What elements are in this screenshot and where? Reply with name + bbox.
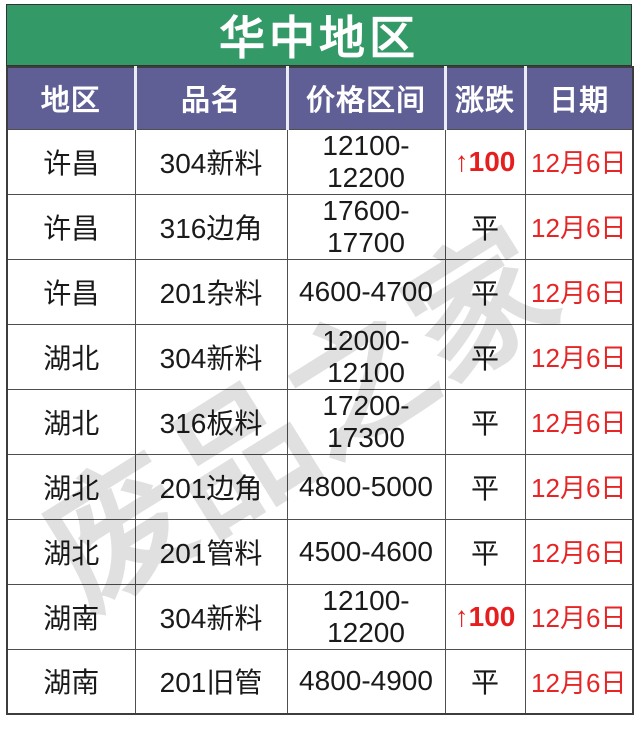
- region-cell: 许昌: [6, 258, 136, 325]
- price-cell: 4600-4700: [286, 258, 446, 325]
- table-row: 湖北 201边角 4800-5000 平 12月6日: [6, 453, 634, 520]
- product-cell: 201旧管: [134, 648, 288, 715]
- change-cell: 平: [444, 323, 526, 390]
- header-date: 日期: [523, 67, 633, 129]
- region-cell: 许昌: [6, 128, 136, 195]
- product-cell: 201杂料: [134, 258, 288, 325]
- product-cell: 304新料: [134, 323, 288, 390]
- page-title: 华中地区: [219, 12, 419, 64]
- price-cell: 17600-17700: [286, 193, 446, 260]
- change-cell: 平: [444, 453, 526, 520]
- region-cell: 湖北: [6, 323, 136, 390]
- price-table: 地区 品名 价格区间 涨跌 日期 许昌 304新料 12100-12200 ↑1…: [6, 66, 634, 715]
- change-cell: ↑100: [444, 583, 526, 650]
- price-cell: 12100-12200: [286, 583, 446, 650]
- header-price-range: 价格区间: [285, 67, 445, 129]
- table-row: 湖北 201管料 4500-4600 平 12月6日: [6, 518, 634, 585]
- price-cell: 4500-4600: [286, 518, 446, 585]
- product-cell: 201管料: [134, 518, 288, 585]
- table-row: 湖北 304新料 12000-12100 平 12月6日: [6, 323, 634, 390]
- date-cell: 12月6日: [524, 453, 634, 520]
- date-cell: 12月6日: [524, 388, 634, 455]
- price-cell: 4800-5000: [286, 453, 446, 520]
- product-cell: 316边角: [134, 193, 288, 260]
- product-cell: 316板料: [134, 388, 288, 455]
- region-cell: 湖南: [6, 583, 136, 650]
- header-product: 品名: [133, 67, 287, 129]
- price-cell: 12000-12100: [286, 323, 446, 390]
- region-cell: 湖北: [6, 518, 136, 585]
- date-cell: 12月6日: [524, 648, 634, 715]
- table-row: 湖北 316板料 17200-17300 平 12月6日: [6, 388, 634, 455]
- region-cell: 湖北: [6, 453, 136, 520]
- table-row: 许昌 316边角 17600-17700 平 12月6日: [6, 193, 634, 260]
- product-cell: 201边角: [134, 453, 288, 520]
- region-cell: 许昌: [6, 193, 136, 260]
- product-cell: 304新料: [134, 583, 288, 650]
- header-row: 地区 品名 价格区间 涨跌 日期: [7, 67, 633, 129]
- price-cell: 12100-12200: [286, 128, 446, 195]
- date-cell: 12月6日: [524, 583, 634, 650]
- table-row: 湖南 304新料 12100-12200 ↑100 12月6日: [6, 583, 634, 650]
- date-cell: 12月6日: [524, 258, 634, 325]
- product-cell: 304新料: [134, 128, 288, 195]
- date-cell: 12月6日: [524, 128, 634, 195]
- change-cell: 平: [444, 518, 526, 585]
- date-cell: 12月6日: [524, 323, 634, 390]
- page-container: 华中地区 地区 品名 价格区间 涨跌 日期 许昌 304新料 12100-122…: [6, 4, 634, 715]
- price-cell: 17200-17300: [286, 388, 446, 455]
- change-cell: 平: [444, 388, 526, 455]
- change-cell: 平: [444, 648, 526, 715]
- price-cell: 4800-4900: [286, 648, 446, 715]
- header-region: 地区: [7, 67, 135, 129]
- change-cell: ↑100: [444, 128, 526, 195]
- header-change: 涨跌: [443, 67, 525, 129]
- table-row: 许昌 201杂料 4600-4700 平 12月6日: [6, 258, 634, 325]
- change-cell: 平: [444, 258, 526, 325]
- date-cell: 12月6日: [524, 193, 634, 260]
- date-cell: 12月6日: [524, 518, 634, 585]
- region-cell: 湖南: [6, 648, 136, 715]
- change-cell: 平: [444, 193, 526, 260]
- table-row: 湖南 201旧管 4800-4900 平 12月6日: [6, 648, 634, 715]
- region-cell: 湖北: [6, 388, 136, 455]
- region-title-bar: 华中地区: [6, 4, 632, 66]
- table-row: 许昌 304新料 12100-12200 ↑100 12月6日: [6, 128, 634, 195]
